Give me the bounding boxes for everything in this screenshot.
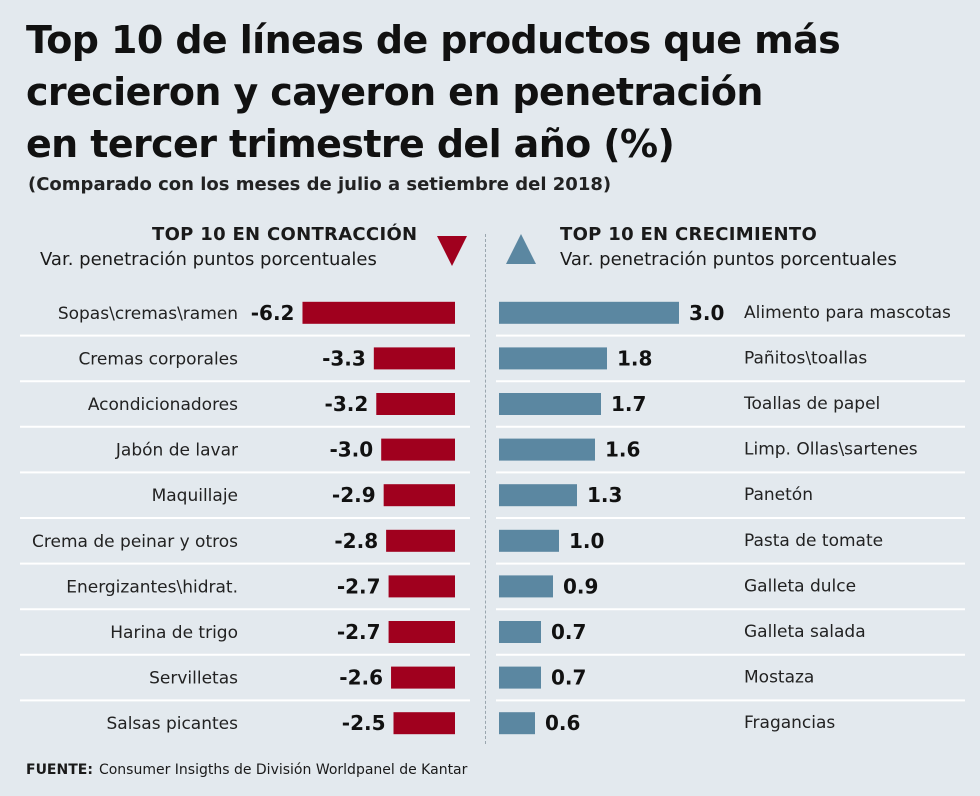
growth-chart: 3.0 Alimento para mascotas 1.8 Pañitos\toal… <box>496 301 965 735</box>
growth-value-label: 1.0 <box>569 529 604 553</box>
contraction-bar <box>393 712 455 735</box>
growth-bar <box>499 666 541 689</box>
contraction-category-label: Harina de trigo <box>110 623 238 643</box>
growth-bar <box>499 621 541 643</box>
contraction-subheading: Var. penetración puntos porcentuales <box>40 249 377 270</box>
contraction-category-label: Cremas corporales <box>78 349 238 369</box>
contraction-bar <box>391 666 455 689</box>
contraction-header: TOP 10 EN CONTRACCIÓN Var. penetración p… <box>40 224 417 270</box>
contraction-bar <box>386 529 455 552</box>
growth-bar <box>499 484 577 507</box>
contraction-category-label: Maquillaje <box>152 486 238 506</box>
contraction-value-label: -2.7 <box>337 620 381 644</box>
contraction-bar <box>388 575 455 598</box>
growth-bar <box>499 712 535 735</box>
contraction-heading: TOP 10 EN CONTRACCIÓN <box>152 224 418 245</box>
contraction-category-label: Servilletas <box>149 669 238 689</box>
growth-heading: TOP 10 EN CRECIMIENTO <box>560 224 818 245</box>
growth-bar <box>499 438 595 461</box>
contraction-value-label: -6.2 <box>251 301 295 325</box>
growth-category-label: Mostaza <box>744 668 814 688</box>
growth-category-label: Pañitos\toallas <box>744 348 867 368</box>
growth-value-label: 1.7 <box>611 392 646 416</box>
growth-bar <box>499 529 559 552</box>
growth-value-label: 1.6 <box>605 438 640 462</box>
contraction-bar <box>381 438 455 461</box>
contraction-bar <box>373 347 455 370</box>
contraction-value-label: -2.8 <box>334 529 378 553</box>
growth-bar <box>499 301 679 324</box>
triangle-up-icon <box>506 234 536 264</box>
growth-value-label: 0.7 <box>551 666 586 690</box>
growth-bar <box>499 347 607 370</box>
growth-value-label: 1.3 <box>587 483 622 507</box>
growth-category-label: Fragancias <box>744 713 835 733</box>
growth-category-label: Limp. Ollas\sartenes <box>744 440 918 460</box>
contraction-category-label: Crema de peinar y otros <box>32 532 238 552</box>
growth-category-label: Galleta dulce <box>744 576 856 596</box>
contraction-bar <box>388 621 455 643</box>
contraction-value-label: -3.2 <box>325 392 369 416</box>
contraction-category-label: Acondicionadores <box>88 395 238 415</box>
contraction-category-label: Energizantes\hidrat. <box>66 577 238 597</box>
contraction-value-label: -2.6 <box>339 666 383 690</box>
source-note: FUENTE: Consumer Insigths de División Wor… <box>26 762 467 778</box>
contraction-category-label: Salsas picantes <box>106 714 238 734</box>
title-line-1: Top 10 de líneas de productos que más <box>26 18 841 62</box>
triangle-down-icon <box>437 236 467 266</box>
contraction-chart: -6.2 Sopas\cremas\ramen -3.3 Cremas corpora… <box>20 301 470 735</box>
source-text: Consumer Insigths de División Worldpanel… <box>98 762 468 778</box>
center-divider <box>485 234 486 744</box>
title-line-2: crecieron y cayeron en penetración <box>26 70 763 114</box>
growth-category-label: Pasta de tomate <box>744 531 883 551</box>
contraction-bar <box>383 484 455 507</box>
contraction-category-label: Sopas\cremas\ramen <box>58 304 238 324</box>
source-label: FUENTE: <box>26 762 93 778</box>
contraction-value-label: -3.0 <box>329 438 373 462</box>
contraction-value-label: -3.3 <box>322 346 366 370</box>
growth-category-label: Alimento para mascotas <box>744 303 951 323</box>
growth-value-label: 0.6 <box>545 711 580 735</box>
contraction-category-label: Jabón de lavar <box>115 441 238 461</box>
contraction-bar <box>302 301 455 324</box>
growth-value-label: 0.9 <box>563 574 598 598</box>
growth-value-label: 1.8 <box>617 346 652 370</box>
contraction-value-label: -2.9 <box>332 483 376 507</box>
contraction-value-label: -2.5 <box>342 711 386 735</box>
growth-category-label: Galleta salada <box>744 622 866 642</box>
growth-value-label: 0.7 <box>551 620 586 644</box>
growth-bar <box>499 575 553 598</box>
growth-header: TOP 10 EN CRECIMIENTO Var. penetración p… <box>560 224 897 270</box>
title-line-3: en tercer trimestre del año (%) <box>26 122 675 166</box>
growth-category-label: Panetón <box>744 485 813 505</box>
growth-category-label: Toallas de papel <box>743 394 880 414</box>
contraction-bar <box>376 393 455 415</box>
contraction-value-label: -2.7 <box>337 574 381 598</box>
growth-value-label: 3.0 <box>689 301 724 325</box>
chart-subtitle: (Comparado con los meses de julio a seti… <box>28 174 612 195</box>
chart-title: Top 10 de líneas de productos que más cr… <box>26 14 946 170</box>
growth-bar <box>499 393 601 415</box>
growth-subheading: Var. penetración puntos porcentuales <box>560 249 897 270</box>
